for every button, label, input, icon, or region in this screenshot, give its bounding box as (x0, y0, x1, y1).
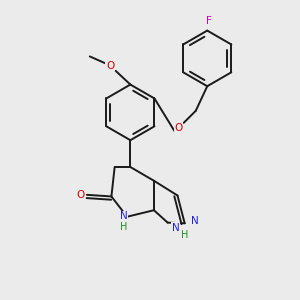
Text: N: N (191, 216, 199, 226)
Text: N: N (120, 211, 128, 221)
Text: O: O (106, 61, 114, 70)
Text: H: H (120, 222, 127, 232)
Text: H: H (181, 230, 188, 240)
Text: O: O (175, 123, 183, 133)
Text: O: O (175, 123, 183, 133)
Text: F: F (206, 16, 212, 26)
Text: N: N (172, 223, 180, 232)
Text: O: O (76, 190, 84, 200)
